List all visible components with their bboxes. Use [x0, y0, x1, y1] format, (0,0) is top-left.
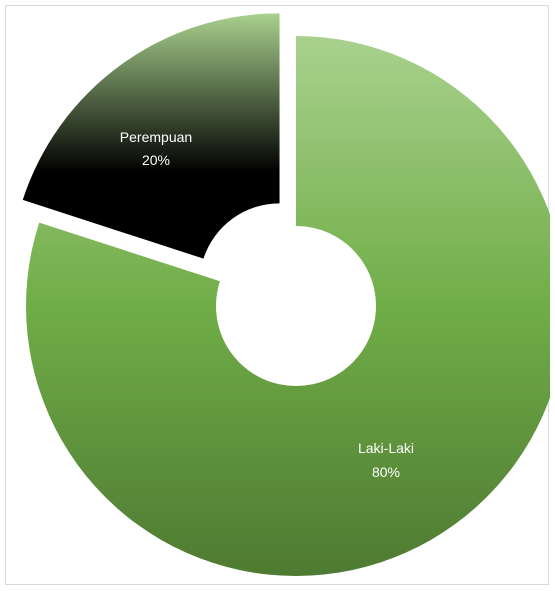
slice-percent-laki-laki: 80% [372, 464, 400, 480]
slice-label-laki-laki: Laki-Laki [358, 440, 414, 456]
doughnut-chart: Perempuan 20% Laki-Laki 80% [22, 13, 550, 576]
slice-perempuan[interactable] [22, 13, 280, 259]
slice-laki-laki[interactable] [26, 36, 550, 576]
chart-area: Perempuan 20% Laki-Laki 80% [5, 5, 550, 585]
slice-percent-perempuan: 20% [142, 152, 170, 168]
slice-label-perempuan: Perempuan [120, 129, 192, 145]
